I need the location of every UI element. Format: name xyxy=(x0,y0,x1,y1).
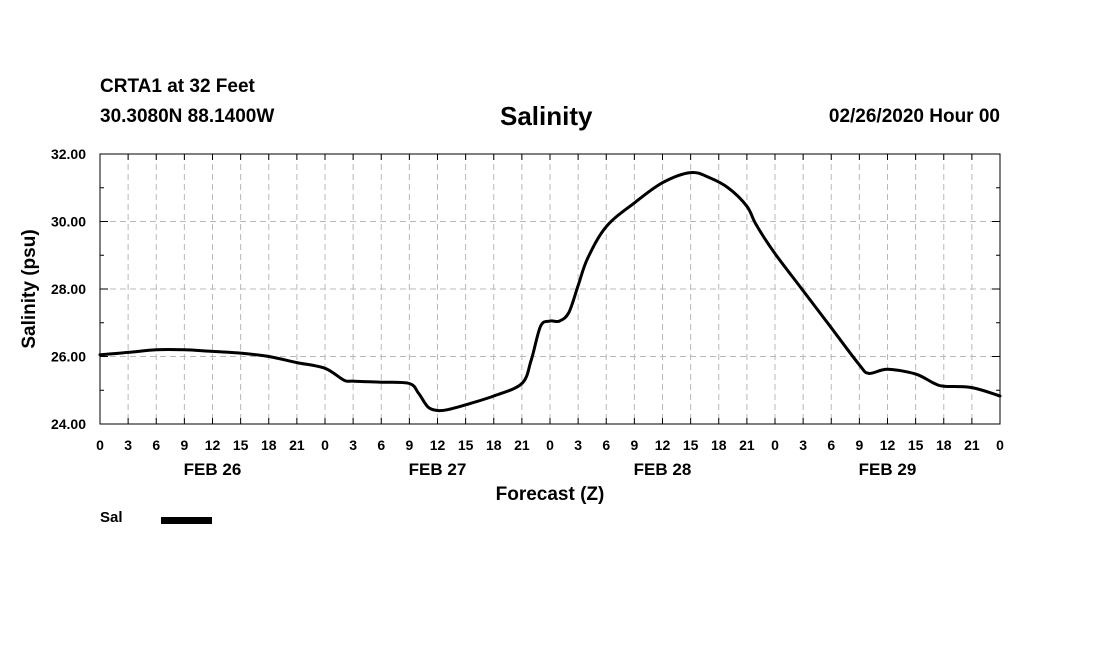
day-labels: FEB 26 FEB 27 FEB 28 FEB 29 xyxy=(184,460,917,479)
x-tick-label: 15 xyxy=(233,437,249,453)
x-tick-label: 15 xyxy=(683,437,699,453)
x-tick-label: 0 xyxy=(771,437,779,453)
y-tick-label: 32.00 xyxy=(51,146,86,162)
x-tick-label: 6 xyxy=(827,437,835,453)
x-tick-label: 12 xyxy=(655,437,671,453)
y-tick-label: 30.00 xyxy=(51,214,86,230)
x-tick-label: 3 xyxy=(349,437,357,453)
series-line-sal xyxy=(98,170,1002,413)
y-tick-labels: 24.00 26.00 28.00 30.00 32.00 xyxy=(51,146,86,432)
x-tick-label: 15 xyxy=(908,437,924,453)
y-tick-label: 26.00 xyxy=(51,349,86,365)
x-tick-label: 3 xyxy=(124,437,132,453)
x-tick-label: 12 xyxy=(430,437,446,453)
x-tick-label: 15 xyxy=(458,437,474,453)
x-tick-label: 0 xyxy=(546,437,554,453)
x-tick-label: 3 xyxy=(799,437,807,453)
forecast-run-label: 02/26/2020 Hour 00 xyxy=(828,106,1000,127)
x-tick-label: 21 xyxy=(289,437,305,453)
day-label: FEB 29 xyxy=(859,460,917,479)
x-tick-label: 9 xyxy=(855,437,863,453)
x-tick-label: 21 xyxy=(514,437,530,453)
axis-ticks xyxy=(99,153,1001,425)
x-tick-label: 21 xyxy=(964,437,980,453)
coordinates-label: 30.3080N 88.1400W xyxy=(100,106,275,127)
x-tick-label: 18 xyxy=(936,437,952,453)
x-tick-label: 9 xyxy=(405,437,413,453)
x-tick-label: 12 xyxy=(205,437,221,453)
day-label: FEB 28 xyxy=(634,460,692,479)
x-tick-label: 0 xyxy=(96,437,104,453)
x-tick-label: 18 xyxy=(486,437,502,453)
x-tick-label: 6 xyxy=(152,437,160,453)
series-group xyxy=(98,170,1002,413)
y-tick-label: 24.00 xyxy=(51,416,86,432)
x-tick-label: 18 xyxy=(261,437,277,453)
x-tick-label: 3 xyxy=(574,437,582,453)
x-tick-label: 0 xyxy=(321,437,329,453)
day-label: FEB 26 xyxy=(184,460,242,479)
x-tick-label: 0 xyxy=(996,437,1004,453)
x-tick-labels: 0 3 6 9 12 15 18 21 0 3 6 9 12 15 18 21 0 3 6 9 12 15 18 21 0 3 6 9… xyxy=(96,437,1004,453)
x-tick-label: 12 xyxy=(880,437,896,453)
x-tick-label: 6 xyxy=(377,437,385,453)
station-label: CRTA1 at 32 Feet xyxy=(100,76,255,97)
grid-lines xyxy=(100,154,1000,424)
x-tick-label: 9 xyxy=(180,437,188,453)
x-tick-label: 21 xyxy=(739,437,755,453)
x-tick-label: 9 xyxy=(630,437,638,453)
legend-swatch-sal xyxy=(161,517,212,524)
y-axis-label: Salinity (psu) xyxy=(19,229,40,348)
x-axis-label: Forecast (Z) xyxy=(496,484,605,505)
x-tick-label: 18 xyxy=(711,437,727,453)
y-tick-label: 28.00 xyxy=(51,281,86,297)
legend-label-sal: Sal xyxy=(100,509,123,526)
x-tick-label: 6 xyxy=(602,437,610,453)
chart-title: Salinity xyxy=(500,101,593,131)
day-label: FEB 27 xyxy=(409,460,467,479)
